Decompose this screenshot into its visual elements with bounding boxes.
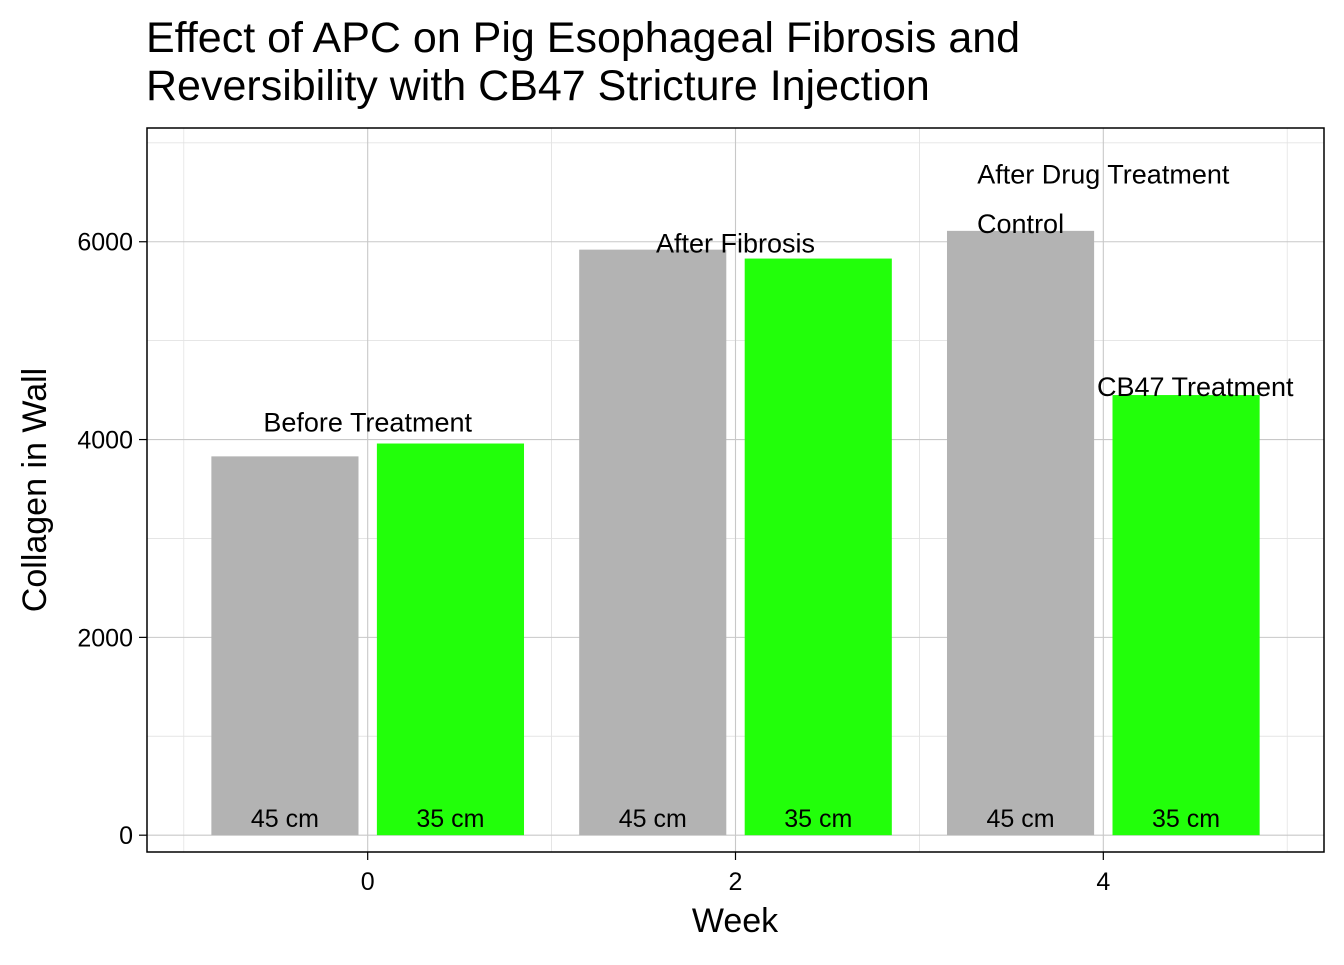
- annotation-label: Control: [977, 209, 1064, 239]
- bar-label: 45 cm: [251, 805, 319, 833]
- chart-title-line-2: Reversibility with CB47 Stricture Inject…: [146, 62, 930, 110]
- bar-label: 45 cm: [987, 805, 1055, 833]
- bar-45-cm-0: [211, 456, 359, 836]
- annotation-label: After Fibrosis: [656, 229, 815, 259]
- bars: [211, 230, 1260, 836]
- bar-45-cm-1: [579, 249, 727, 836]
- annotation-label: CB47 Treatment: [1097, 372, 1294, 402]
- bar-label: 35 cm: [784, 805, 852, 833]
- bar-labels: 45 cm 45 cm 45 cm 35 cm 35 cm 35 cm: [251, 805, 1220, 833]
- x-axis-title: Week: [692, 902, 779, 940]
- bar-35-cm-0: [376, 443, 525, 836]
- y-tick-label: 6000: [77, 229, 133, 257]
- x-tick-label: 0: [361, 868, 375, 896]
- y-tick-label: 0: [119, 822, 133, 850]
- y-tick-label: 2000: [77, 624, 133, 652]
- bar-label: 35 cm: [416, 805, 484, 833]
- axes: 0 2000 4000 6000 0 2 4: [77, 229, 1110, 896]
- chart-title-line-1: Effect of APC on Pig Esophageal Fibrosis…: [146, 14, 1020, 62]
- y-tick-label: 4000: [77, 427, 133, 455]
- bar-label: 35 cm: [1152, 805, 1220, 833]
- bar-35-cm-2: [1112, 395, 1260, 836]
- annotation-label: Before Treatment: [263, 408, 472, 438]
- y-axis-title: Collagen in Wall: [16, 368, 54, 612]
- annotation-label: After Drug Treatment: [977, 159, 1230, 189]
- x-tick-label: 4: [1096, 868, 1110, 896]
- bar-35-cm-1: [744, 258, 892, 836]
- x-tick-label: 2: [729, 868, 743, 896]
- bar-45-cm-2: [946, 230, 1095, 836]
- annotations: Before Treatment After Fibrosis After Drug…: [263, 159, 1294, 437]
- chart-title: Effect of APC on Pig Esophageal Fibrosis…: [146, 14, 1020, 110]
- bar-label: 45 cm: [619, 805, 687, 833]
